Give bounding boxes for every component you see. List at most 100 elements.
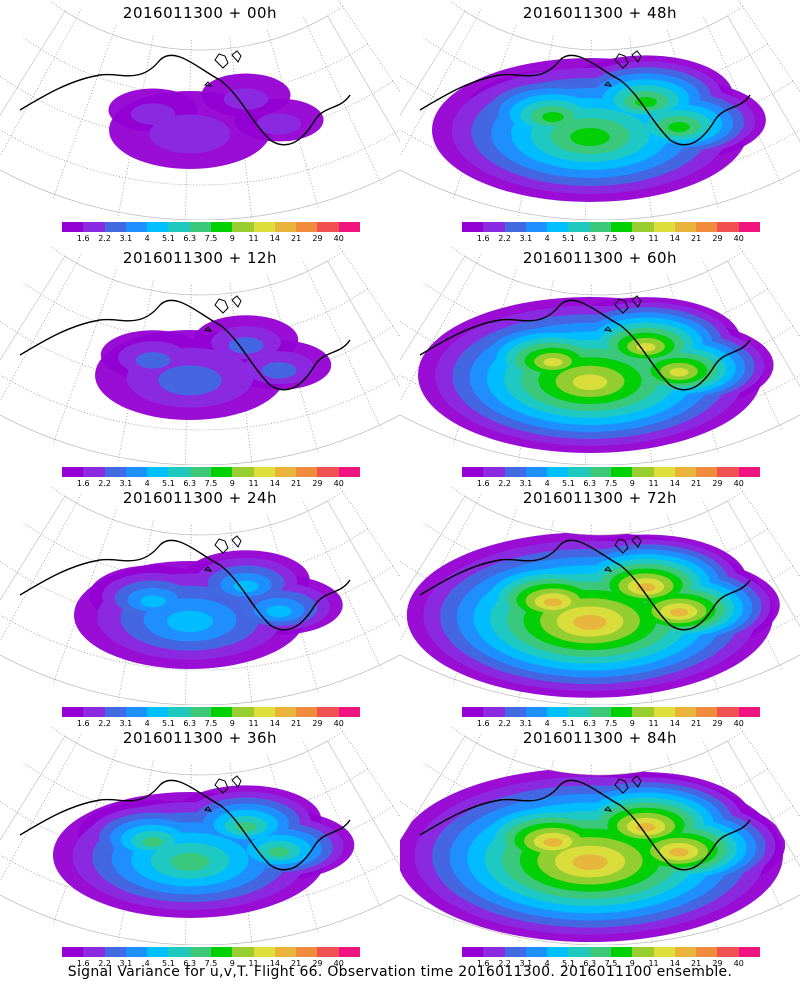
colorbar-ticks: 1.6 2.2 3.1 4 5.1 6.3 7.5 9 11 14 21 29 40 <box>62 719 360 729</box>
colorbar-swatch <box>232 467 254 477</box>
colorbar-swatch <box>168 947 190 957</box>
colorbar-tick-label: 6.3 <box>583 719 597 728</box>
colorbar-tick-label: 7.5 <box>604 234 618 243</box>
coastline <box>419 779 751 871</box>
colorbar-swatch <box>274 707 297 717</box>
colorbar-tick-label: 3.1 <box>119 479 133 488</box>
colorbar-swatch <box>83 467 105 477</box>
colorbar-swatch <box>547 947 569 957</box>
colorbar-swatch <box>462 707 484 717</box>
colorbar-swatch <box>696 222 718 232</box>
colorbar-tick-label: 2.2 <box>98 959 111 968</box>
colorbar-swatch <box>253 707 275 717</box>
colorbar-swatch <box>274 467 297 477</box>
colorbar-swatch <box>674 947 697 957</box>
colorbar-swatch <box>125 707 148 717</box>
colorbar-tick-label: 29 <box>712 234 723 243</box>
colorbar-tick-label: 40 <box>333 479 344 488</box>
colorbar-tick-label: 1.6 <box>76 719 90 728</box>
colorbar-tick-label: 14 <box>669 479 680 488</box>
colorbar-swatch <box>525 467 548 477</box>
colorbar-swatch <box>589 947 611 957</box>
colorbar-tick-label: 9 <box>229 234 235 243</box>
colorbar-tick-label: 1.6 <box>76 959 90 968</box>
colorbar-tick-label: 1.6 <box>476 234 490 243</box>
colorbar-swatch <box>232 947 254 957</box>
colorbar-swatch <box>210 467 233 477</box>
colorbar-tick-label: 2.2 <box>498 959 511 968</box>
colorbar-tick-label: 6.3 <box>583 234 597 243</box>
colorbar-ticks: 1.6 2.2 3.1 4 5.1 6.3 7.5 9 11 14 21 29 40 <box>462 234 760 244</box>
colorbar-tick-label: 2.2 <box>498 234 511 243</box>
colorbar-swatch <box>317 222 339 232</box>
colorbar-tick-label: 14 <box>669 234 680 243</box>
colorbar-swatch <box>483 467 505 477</box>
map-boundary <box>0 10 400 220</box>
colorbar-swatch <box>274 222 297 232</box>
colorbar-swatch <box>632 222 654 232</box>
colorbar-tick-label: 7.5 <box>204 479 218 488</box>
colorbar-tick-label: 2.2 <box>498 719 511 728</box>
colorbar-tick-label: 3.1 <box>519 719 533 728</box>
panel-title: 2016011300 + 36h <box>122 729 278 747</box>
colorbar-tick-label: 3.1 <box>519 234 533 243</box>
colorbar-tick-label: 6.3 <box>183 959 197 968</box>
colorbar-tick-label: 3.1 <box>119 959 133 968</box>
colorbar-tick-label: 21 <box>291 479 302 488</box>
colorbar-swatch <box>589 707 611 717</box>
colorbar-swatch <box>104 947 126 957</box>
colorbar-swatch <box>674 707 697 717</box>
colorbar-swatch <box>104 467 126 477</box>
colorbar-swatch <box>547 707 569 717</box>
colorbar-tick-label: 7.5 <box>204 719 218 728</box>
colorbar-swatch <box>568 947 590 957</box>
colorbar-tick-label: 14 <box>669 719 680 728</box>
colorbar-tick-label: 11 <box>248 719 259 728</box>
colorbar-ticks: 1.6 2.2 3.1 4 5.1 6.3 7.5 9 11 14 21 29 40 <box>462 719 760 729</box>
figure-caption: Signal Variance for u,v,T. Flight 66. Ob… <box>67 964 733 980</box>
variance-field <box>418 297 774 453</box>
colorbar <box>462 222 760 232</box>
coastline <box>419 299 751 391</box>
colorbar-swatch <box>568 222 590 232</box>
island-outlines <box>203 535 242 572</box>
coastline <box>419 54 751 146</box>
colorbar-swatch <box>738 222 760 232</box>
map-panel: 2016011300 + 72h 1.6 2.2 3.1 4 5.1 6.3 7.5 9 11 1… <box>400 485 800 730</box>
panel-title: 2016011300 + 00h <box>122 4 278 22</box>
colorbar-tick-label: 21 <box>291 719 302 728</box>
colorbar-swatch <box>504 947 526 957</box>
colorbar-ticks: 1.6 2.2 3.1 4 5.1 6.3 7.5 9 11 14 21 29 40 <box>62 959 360 969</box>
colorbar-swatch <box>610 222 633 232</box>
colorbar-tick-label: 11 <box>248 479 259 488</box>
colorbar-tick-label: 5.1 <box>562 719 575 728</box>
map-panel: 2016011300 + 00h 1.6 2.2 3.1 4 5.1 6.3 7.5 9 11 1… <box>0 0 400 245</box>
colorbar-swatch <box>253 467 275 477</box>
coastline <box>19 779 351 871</box>
colorbar-swatch <box>296 222 318 232</box>
colorbar-tick-label: 21 <box>691 959 702 968</box>
colorbar-tick-label: 2.2 <box>98 479 111 488</box>
colorbar-tick-label: 4 <box>544 234 550 243</box>
colorbar-tick-label: 6.3 <box>183 234 197 243</box>
colorbar-tick-label: 6.3 <box>583 479 597 488</box>
map-boundary <box>400 495 800 705</box>
colorbar-tick-label: 4 <box>544 479 550 488</box>
colorbar-swatch <box>338 467 360 477</box>
map-boundary <box>400 735 800 945</box>
colorbar-swatch <box>210 707 233 717</box>
colorbar-tick-label: 11 <box>248 959 259 968</box>
colorbar-swatch <box>210 222 233 232</box>
colorbar <box>62 222 360 232</box>
colorbar-swatch <box>168 707 190 717</box>
map-panel: 2016011300 + 36h 1.6 2.2 3.1 4 5.1 6.3 7.5 9 11 1… <box>0 725 400 970</box>
colorbar-swatch <box>696 947 718 957</box>
colorbar-swatch <box>317 467 339 477</box>
colorbar-swatch <box>189 707 211 717</box>
colorbar-tick-label: 2.2 <box>98 234 111 243</box>
map-panel: 2016011300 + 24h 1.6 2.2 3.1 4 5.1 6.3 7.5 9 11 1… <box>0 485 400 730</box>
colorbar <box>62 707 360 717</box>
colorbar-swatch <box>338 947 360 957</box>
colorbar-swatch <box>189 947 211 957</box>
colorbar-tick-label: 6.3 <box>583 959 597 968</box>
